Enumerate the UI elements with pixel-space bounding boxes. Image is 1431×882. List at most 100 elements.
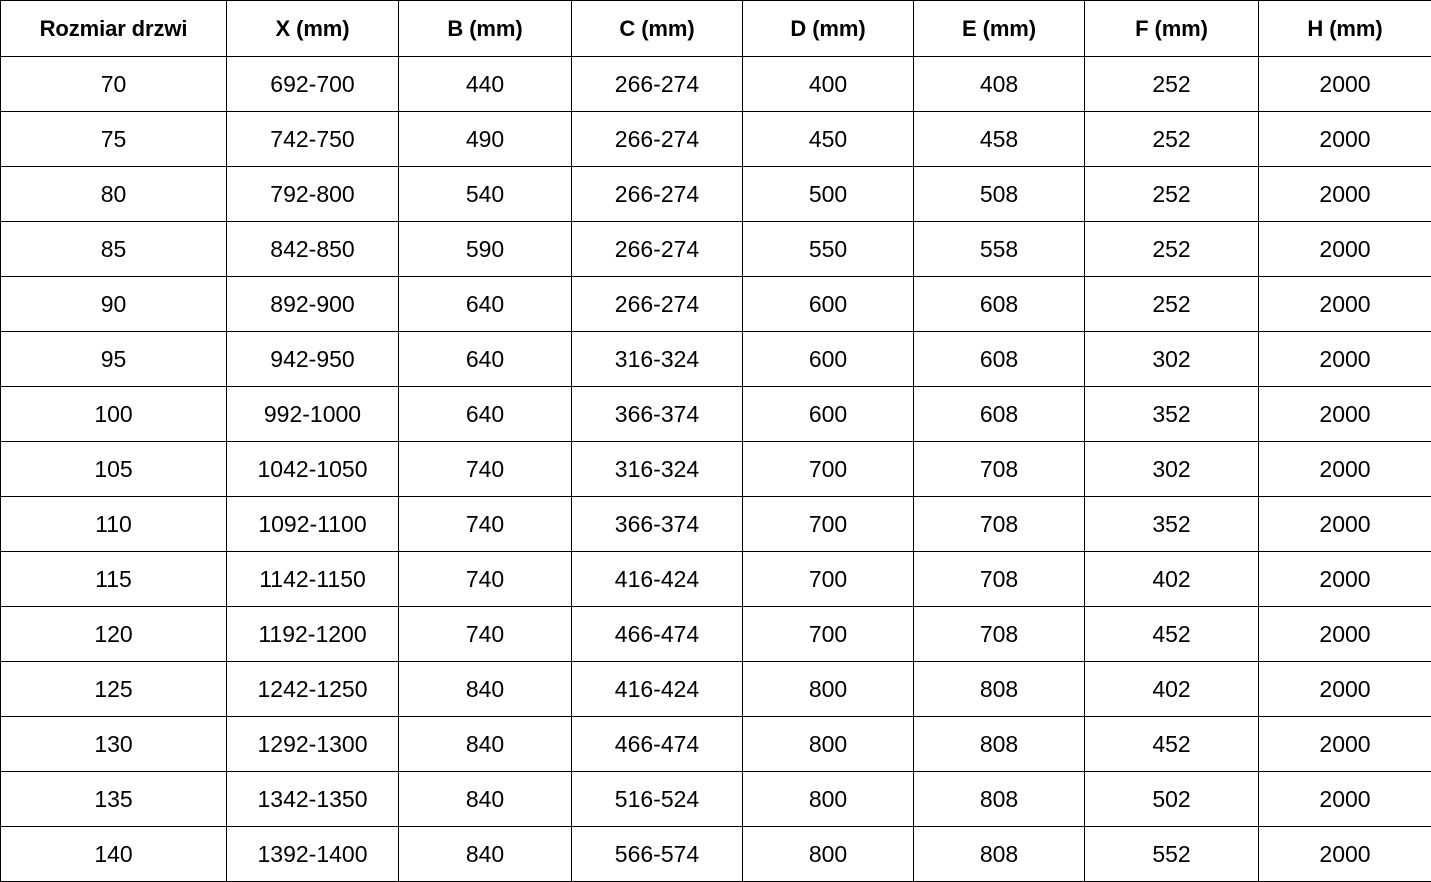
cell-value: 366-374 bbox=[572, 497, 743, 552]
cell-value: 708 bbox=[914, 552, 1085, 607]
cell-value: 800 bbox=[743, 662, 914, 717]
cell-value: 316-324 bbox=[572, 442, 743, 497]
cell-value: 402 bbox=[1085, 552, 1259, 607]
cell-value: 2000 bbox=[1259, 717, 1431, 772]
cell-value: 640 bbox=[399, 387, 572, 442]
cell-value: 516-524 bbox=[572, 772, 743, 827]
cell-value: 742-750 bbox=[227, 112, 399, 167]
cell-door-size: 140 bbox=[1, 827, 227, 882]
cell-value: 992-1000 bbox=[227, 387, 399, 442]
cell-door-size: 100 bbox=[1, 387, 227, 442]
cell-door-size: 125 bbox=[1, 662, 227, 717]
cell-value: 590 bbox=[399, 222, 572, 277]
cell-value: 792-800 bbox=[227, 167, 399, 222]
cell-value: 366-374 bbox=[572, 387, 743, 442]
cell-value: 1292-1300 bbox=[227, 717, 399, 772]
cell-value: 608 bbox=[914, 387, 1085, 442]
cell-value: 450 bbox=[743, 112, 914, 167]
cell-value: 708 bbox=[914, 497, 1085, 552]
cell-value: 302 bbox=[1085, 442, 1259, 497]
cell-value: 266-274 bbox=[572, 167, 743, 222]
cell-value: 2000 bbox=[1259, 387, 1431, 442]
cell-value: 1092-1100 bbox=[227, 497, 399, 552]
cell-value: 316-324 bbox=[572, 332, 743, 387]
cell-value: 2000 bbox=[1259, 57, 1431, 112]
cell-door-size: 75 bbox=[1, 112, 227, 167]
column-header-3: C (mm) bbox=[572, 1, 743, 57]
cell-value: 700 bbox=[743, 497, 914, 552]
cell-door-size: 90 bbox=[1, 277, 227, 332]
cell-door-size: 130 bbox=[1, 717, 227, 772]
cell-value: 466-474 bbox=[572, 607, 743, 662]
cell-value: 1392-1400 bbox=[227, 827, 399, 882]
cell-value: 808 bbox=[914, 662, 1085, 717]
cell-value: 440 bbox=[399, 57, 572, 112]
cell-value: 252 bbox=[1085, 167, 1259, 222]
cell-door-size: 115 bbox=[1, 552, 227, 607]
cell-value: 458 bbox=[914, 112, 1085, 167]
cell-value: 1342-1350 bbox=[227, 772, 399, 827]
cell-value: 600 bbox=[743, 387, 914, 442]
cell-value: 2000 bbox=[1259, 167, 1431, 222]
cell-door-size: 95 bbox=[1, 332, 227, 387]
cell-value: 2000 bbox=[1259, 607, 1431, 662]
cell-value: 2000 bbox=[1259, 332, 1431, 387]
cell-value: 600 bbox=[743, 332, 914, 387]
cell-value: 402 bbox=[1085, 662, 1259, 717]
cell-value: 840 bbox=[399, 772, 572, 827]
cell-value: 302 bbox=[1085, 332, 1259, 387]
cell-value: 840 bbox=[399, 662, 572, 717]
cell-value: 500 bbox=[743, 167, 914, 222]
cell-value: 352 bbox=[1085, 497, 1259, 552]
cell-value: 508 bbox=[914, 167, 1085, 222]
cell-value: 808 bbox=[914, 772, 1085, 827]
cell-value: 700 bbox=[743, 442, 914, 497]
cell-value: 502 bbox=[1085, 772, 1259, 827]
cell-value: 608 bbox=[914, 332, 1085, 387]
cell-door-size: 135 bbox=[1, 772, 227, 827]
cell-value: 266-274 bbox=[572, 222, 743, 277]
cell-value: 800 bbox=[743, 827, 914, 882]
cell-value: 740 bbox=[399, 497, 572, 552]
cell-value: 540 bbox=[399, 167, 572, 222]
cell-value: 800 bbox=[743, 717, 914, 772]
cell-value: 1042-1050 bbox=[227, 442, 399, 497]
cell-door-size: 85 bbox=[1, 222, 227, 277]
column-header-4: D (mm) bbox=[743, 1, 914, 57]
column-header-1: X (mm) bbox=[227, 1, 399, 57]
cell-door-size: 110 bbox=[1, 497, 227, 552]
cell-value: 808 bbox=[914, 717, 1085, 772]
cell-value: 2000 bbox=[1259, 662, 1431, 717]
cell-value: 692-700 bbox=[227, 57, 399, 112]
cell-value: 252 bbox=[1085, 222, 1259, 277]
cell-value: 552 bbox=[1085, 827, 1259, 882]
column-header-7: H (mm) bbox=[1259, 1, 1431, 57]
cell-value: 558 bbox=[914, 222, 1085, 277]
cell-value: 840 bbox=[399, 717, 572, 772]
cell-value: 640 bbox=[399, 332, 572, 387]
cell-value: 2000 bbox=[1259, 442, 1431, 497]
cell-value: 2000 bbox=[1259, 772, 1431, 827]
cell-value: 740 bbox=[399, 607, 572, 662]
cell-value: 800 bbox=[743, 772, 914, 827]
cell-value: 700 bbox=[743, 552, 914, 607]
cell-value: 808 bbox=[914, 827, 1085, 882]
cell-value: 416-424 bbox=[572, 552, 743, 607]
cell-value: 600 bbox=[743, 277, 914, 332]
cell-value: 408 bbox=[914, 57, 1085, 112]
cell-value: 466-474 bbox=[572, 717, 743, 772]
cell-value: 608 bbox=[914, 277, 1085, 332]
cell-value: 640 bbox=[399, 277, 572, 332]
cell-value: 740 bbox=[399, 552, 572, 607]
cell-value: 892-900 bbox=[227, 277, 399, 332]
